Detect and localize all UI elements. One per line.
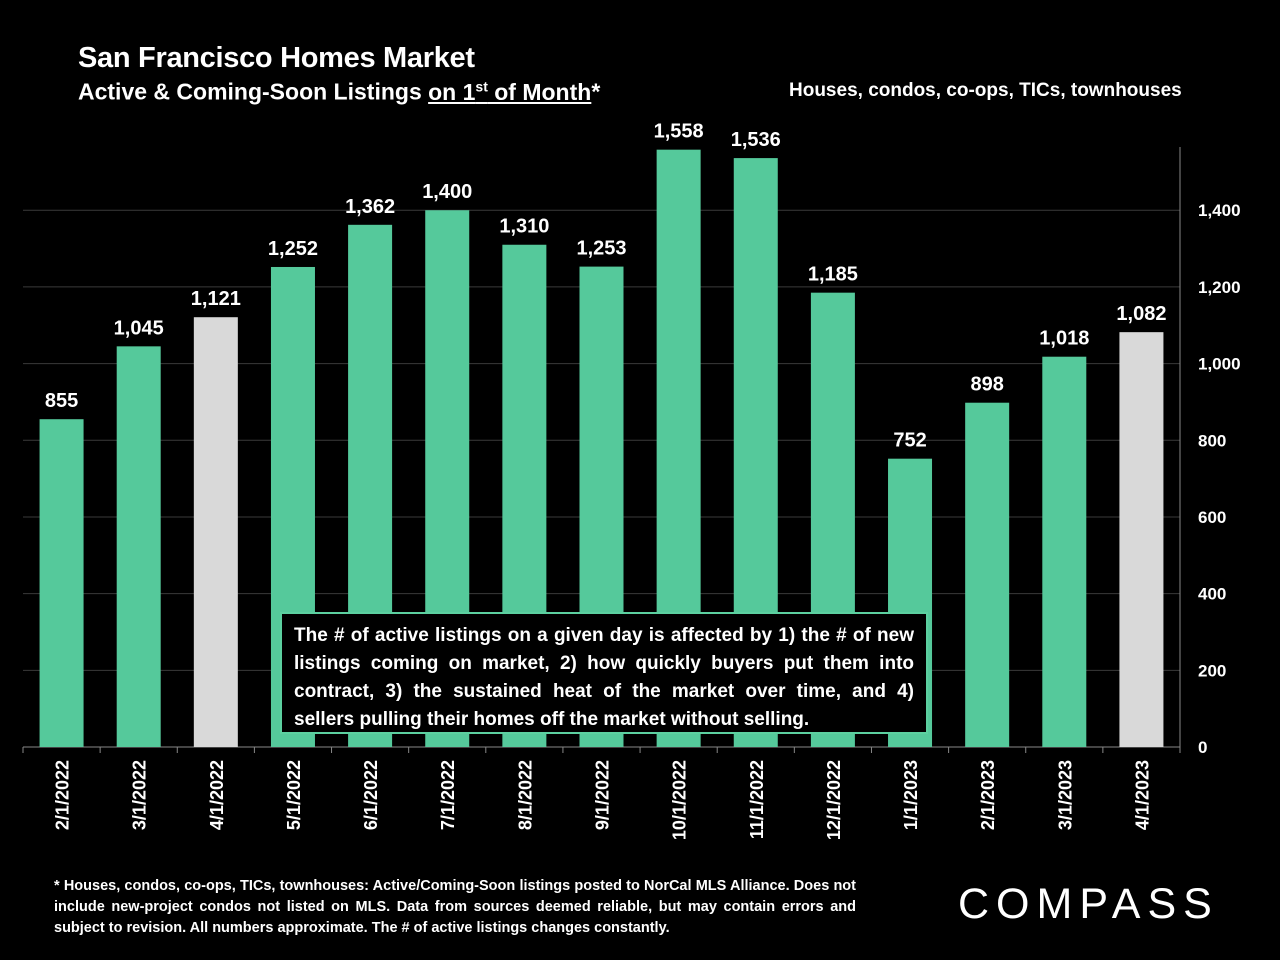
x-tick-label: 4/1/2022 bbox=[207, 760, 227, 830]
chart-subtitle: Active & Coming-Soon Listings on 1st of … bbox=[78, 78, 600, 106]
x-tick-label: 1/1/2023 bbox=[901, 760, 921, 830]
bar-value-label: 1,310 bbox=[499, 216, 549, 238]
bar-value-label: 1,252 bbox=[268, 238, 318, 260]
bar-value-label: 1,253 bbox=[576, 238, 626, 260]
x-tick-label: 5/1/2022 bbox=[284, 760, 304, 830]
bar-value-label: 1,082 bbox=[1116, 303, 1166, 325]
subtitle-tail: * bbox=[591, 78, 601, 105]
bar bbox=[1119, 332, 1164, 747]
x-tick-label: 4/1/2023 bbox=[1132, 760, 1152, 830]
y-tick-label: 1,200 bbox=[1198, 278, 1241, 297]
bar bbox=[1042, 356, 1087, 747]
subtitle-underlined-pre: on 1 bbox=[428, 78, 476, 105]
bar-value-label: 1,121 bbox=[191, 288, 241, 310]
x-tick-label: 8/1/2022 bbox=[515, 760, 535, 830]
x-tick-label: 9/1/2022 bbox=[593, 760, 613, 830]
x-tick-label: 10/1/2022 bbox=[670, 760, 690, 840]
callout-box: The # of active listings on a given day … bbox=[280, 612, 928, 734]
bar-value-label: 1,018 bbox=[1039, 328, 1089, 350]
chart-title: San Francisco Homes Market bbox=[78, 42, 475, 74]
subtitle-superscript: st bbox=[475, 78, 488, 94]
x-tick-label: 12/1/2022 bbox=[824, 760, 844, 840]
subtitle-underlined-post: of Month bbox=[487, 78, 592, 105]
y-tick-label: 0 bbox=[1198, 738, 1207, 757]
bar bbox=[193, 317, 238, 747]
bar-value-label: 898 bbox=[970, 374, 1003, 396]
subtitle-underlined: on 1st of Month bbox=[428, 78, 592, 105]
bar-value-label: 1,045 bbox=[114, 317, 164, 339]
bar bbox=[965, 402, 1010, 747]
y-tick-label: 200 bbox=[1198, 661, 1226, 680]
bar-value-label: 1,185 bbox=[808, 264, 858, 286]
x-tick-label: 3/1/2023 bbox=[1055, 760, 1075, 830]
x-tick-label: 2/1/2023 bbox=[978, 760, 998, 830]
y-tick-label: 400 bbox=[1198, 585, 1226, 604]
y-tick-label: 800 bbox=[1198, 431, 1226, 450]
x-tick-label: 3/1/2022 bbox=[130, 760, 150, 830]
scope-note: Houses, condos, co-ops, TICs, townhouses bbox=[789, 80, 1182, 101]
bar-value-label: 1,400 bbox=[422, 181, 472, 203]
x-tick-label: 7/1/2022 bbox=[438, 760, 458, 830]
y-tick-label: 1,000 bbox=[1198, 355, 1241, 374]
bar bbox=[39, 419, 84, 747]
bar-value-label: 1,362 bbox=[345, 196, 395, 218]
x-tick-label: 6/1/2022 bbox=[361, 760, 381, 830]
y-tick-label: 1,400 bbox=[1198, 201, 1241, 220]
bar-value-label: 855 bbox=[45, 390, 78, 412]
y-tick-label: 600 bbox=[1198, 508, 1226, 527]
footnote: * Houses, condos, co-ops, TICs, townhous… bbox=[54, 878, 856, 936]
x-tick-label: 2/1/2022 bbox=[53, 760, 73, 830]
bar-value-label: 1,536 bbox=[731, 129, 781, 151]
subtitle-lead: Active & Coming-Soon Listings bbox=[78, 78, 429, 105]
x-tick-label: 11/1/2022 bbox=[747, 760, 767, 839]
bar bbox=[116, 346, 161, 747]
compass-logo: COMPASS bbox=[958, 880, 1219, 928]
bar-value-label: 752 bbox=[893, 430, 926, 452]
bar-value-label: 1,558 bbox=[654, 121, 704, 143]
